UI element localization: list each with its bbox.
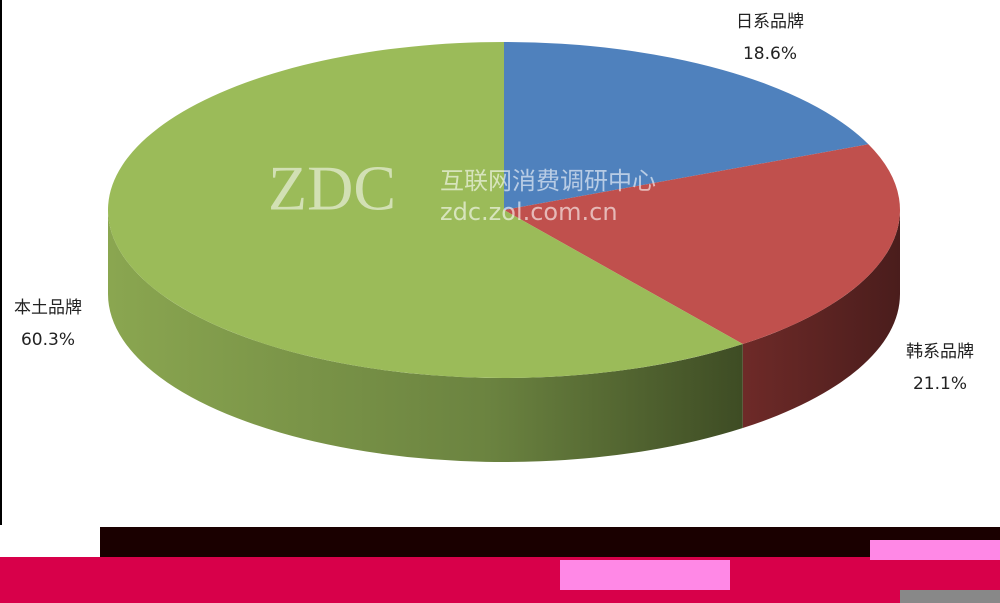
slice-value-label: 18.6%: [743, 44, 797, 64]
corrupted-band: [0, 527, 1000, 603]
band: [0, 527, 1000, 557]
band: [870, 540, 1000, 560]
slice-value-label: 60.3%: [21, 330, 75, 350]
watermark-logo: ZDC: [268, 153, 396, 224]
band: [0, 557, 1000, 603]
slice-label: 韩系品牌: [906, 342, 974, 362]
band: [560, 560, 730, 590]
band: [900, 590, 1000, 603]
slice-label: 本土品牌: [14, 298, 82, 318]
slice: [504, 42, 869, 210]
slice-side: [108, 210, 743, 462]
slice: [108, 42, 743, 378]
watermark-url: zdc.zol.com.cn: [440, 198, 618, 226]
slice-label: 日系品牌: [736, 12, 804, 32]
watermark-name: 互联网消费调研中心: [440, 167, 656, 195]
slice-value-label: 21.1%: [913, 374, 967, 394]
band: [0, 527, 100, 557]
pie: [108, 42, 901, 462]
slice-side: [742, 210, 900, 429]
slice: [504, 144, 901, 345]
